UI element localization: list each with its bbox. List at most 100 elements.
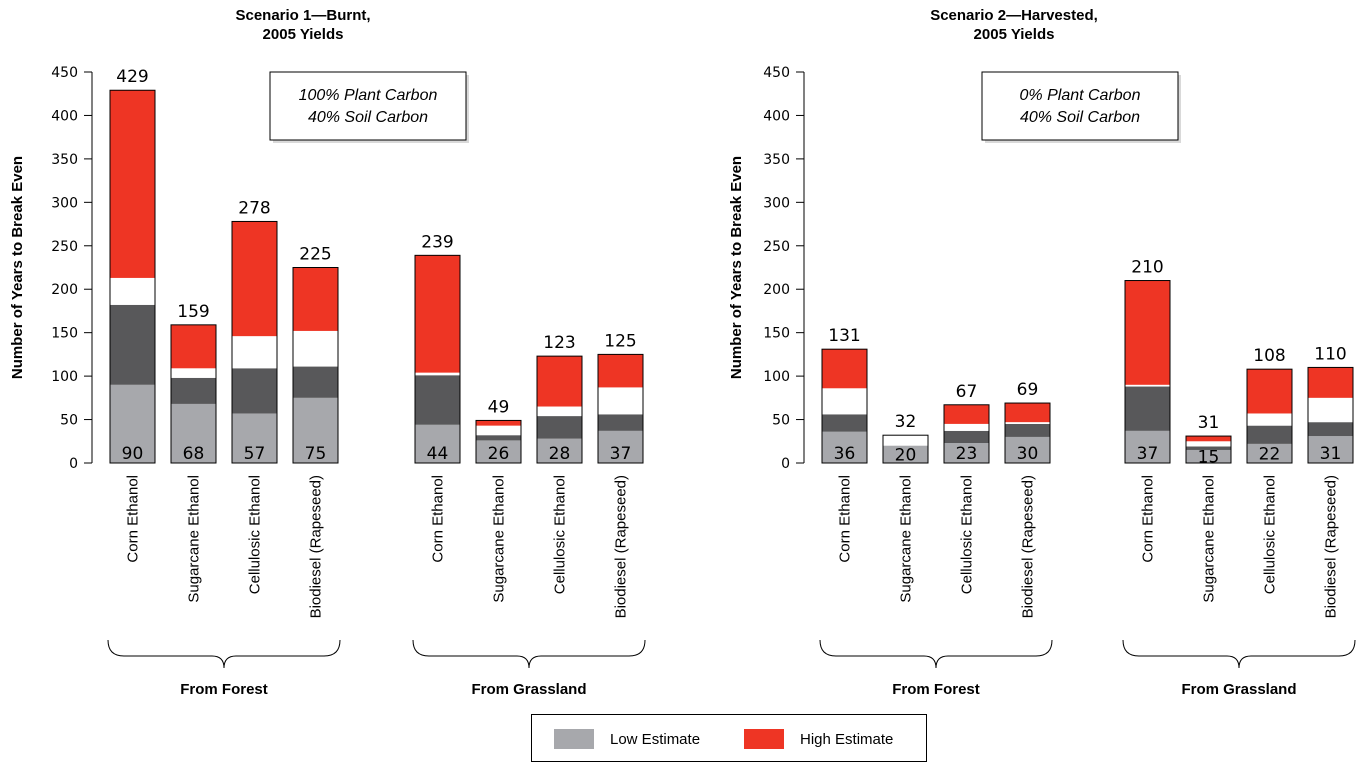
bar-gap-segment xyxy=(171,368,216,378)
bar-mid-segment xyxy=(1125,386,1170,431)
bar-low-estimate xyxy=(293,397,338,463)
bar-high-estimate xyxy=(110,90,155,278)
bar-gap-segment xyxy=(293,330,338,367)
bar-low-estimate xyxy=(110,384,155,463)
annotation-text: 40% Soil Carbon xyxy=(1020,109,1140,126)
bar-low-estimate xyxy=(1186,449,1231,463)
category-label: Sugarcane Ethanol xyxy=(898,475,915,603)
category-label: Corn Ethanol xyxy=(430,475,447,563)
bar-high-estimate xyxy=(1186,436,1231,442)
bar-low-label: 37 xyxy=(610,444,632,464)
bar-high-label: 225 xyxy=(299,245,331,265)
bar-gap-segment xyxy=(415,372,460,376)
legend-item-high: High Estimate xyxy=(744,729,893,749)
bar-mid-segment xyxy=(1308,422,1353,437)
bar-outline xyxy=(1246,368,1293,464)
category-label: Sugarcane Ethanol xyxy=(186,475,203,603)
bar-gap-segment xyxy=(822,388,867,415)
legend-label-low: Low Estimate xyxy=(610,730,701,748)
bar-outline xyxy=(1185,435,1232,464)
bar-low-estimate xyxy=(1247,443,1292,463)
chart-panel-2: Scenario 2—Harvested, 2005 Yields Number o… xyxy=(728,7,1356,698)
bar-high-estimate xyxy=(415,255,460,373)
bar-high-label: 67 xyxy=(956,382,978,402)
bar-mid-segment xyxy=(1247,425,1292,444)
bar-high-estimate xyxy=(944,404,989,424)
legend-label-high: High Estimate xyxy=(800,730,894,748)
bar-high-label: 131 xyxy=(828,326,860,346)
bar-low-label: 36 xyxy=(834,444,856,464)
y-tick-label: 50 xyxy=(772,413,790,429)
bar-low-label: 68 xyxy=(183,444,205,464)
bar-outline xyxy=(821,348,868,464)
bar-gap-segment xyxy=(476,425,521,436)
bar-mid-segment xyxy=(415,375,460,425)
bar-high-label: 32 xyxy=(895,412,917,432)
category-label: Corn Ethanol xyxy=(837,475,854,563)
annotation-text: 40% Soil Carbon xyxy=(308,109,428,126)
bar-mid-segment xyxy=(598,414,643,431)
legend-swatch-low xyxy=(554,729,594,749)
bar-gap-segment xyxy=(944,423,989,431)
bar-low-label: 31 xyxy=(1320,444,1342,464)
chart-panel-1: Scenario 1—Burnt, 2005 Yields Number of Ye… xyxy=(9,7,646,698)
bar-low-label: 23 xyxy=(956,444,978,464)
bar-high-label: 69 xyxy=(1017,380,1039,400)
bar-high-estimate xyxy=(1005,403,1050,423)
bar-low-label: 20 xyxy=(895,445,917,465)
bar-gap-segment xyxy=(1308,397,1353,423)
bar-outline xyxy=(292,267,339,464)
bar-low-label: 37 xyxy=(1137,444,1159,464)
bar-low-label: 44 xyxy=(427,444,449,464)
bar-high-label: 239 xyxy=(421,232,453,252)
bar-outline xyxy=(597,353,644,464)
bar-low-label: 22 xyxy=(1259,444,1281,464)
bar-outline xyxy=(1004,402,1051,464)
chart-title-line: Scenario 1—Burnt, xyxy=(235,7,370,24)
bar-low-estimate xyxy=(598,430,643,463)
y-tick-label: 250 xyxy=(763,239,790,255)
bar-low-estimate xyxy=(537,438,582,463)
group-brace xyxy=(819,639,1053,669)
chart-title-line: Scenario 2—Harvested, xyxy=(930,7,1098,24)
bar-low-estimate xyxy=(1308,436,1353,463)
chart-title-line: 2005 Yields xyxy=(974,26,1055,43)
y-tick-label: 450 xyxy=(51,65,78,81)
annotation-text: 100% Plant Carbon xyxy=(299,87,438,104)
legend-item-low: Low Estimate xyxy=(554,729,700,749)
bar-mid-segment xyxy=(110,304,155,385)
bar-gap-segment xyxy=(110,277,155,305)
bar-high-label: 210 xyxy=(1131,258,1163,278)
category-label: Sugarcane Ethanol xyxy=(1201,475,1218,603)
category-label: Biodiesel (Rapeseed) xyxy=(308,475,325,618)
group-label: From Forest xyxy=(892,681,980,698)
y-tick-label: 350 xyxy=(763,152,790,168)
bar-mid-segment xyxy=(822,414,867,432)
bar-high-estimate xyxy=(293,267,338,331)
bar-gap-segment xyxy=(883,435,928,446)
bar-low-estimate xyxy=(822,431,867,463)
bar-high-estimate xyxy=(537,356,582,407)
bar-outline xyxy=(882,434,929,464)
bar-low-label: 26 xyxy=(488,444,510,464)
group-label: From Forest xyxy=(180,681,268,698)
bar-high-label: 31 xyxy=(1198,413,1220,433)
bar-high-label: 110 xyxy=(1314,344,1346,364)
y-tick-label: 300 xyxy=(51,195,78,211)
y-tick-label: 450 xyxy=(763,65,790,81)
annotation-box xyxy=(981,71,1179,141)
bar-high-estimate xyxy=(822,349,867,389)
bar-high-estimate xyxy=(1125,280,1170,385)
bar-mid-segment xyxy=(476,435,521,441)
bar-gap-segment xyxy=(1005,422,1050,424)
y-tick-label: 50 xyxy=(60,413,78,429)
y-tick-label: 250 xyxy=(51,239,78,255)
bar-high-estimate xyxy=(171,324,216,369)
bar-mid-segment xyxy=(293,366,338,398)
bar-mid-segment xyxy=(232,368,277,414)
bar-outline xyxy=(109,89,156,464)
bar-gap-segment xyxy=(598,387,643,415)
bar-high-estimate xyxy=(1308,367,1353,398)
category-label: Cellulosic Ethanol xyxy=(552,475,569,594)
bar-high-estimate xyxy=(1247,369,1292,414)
